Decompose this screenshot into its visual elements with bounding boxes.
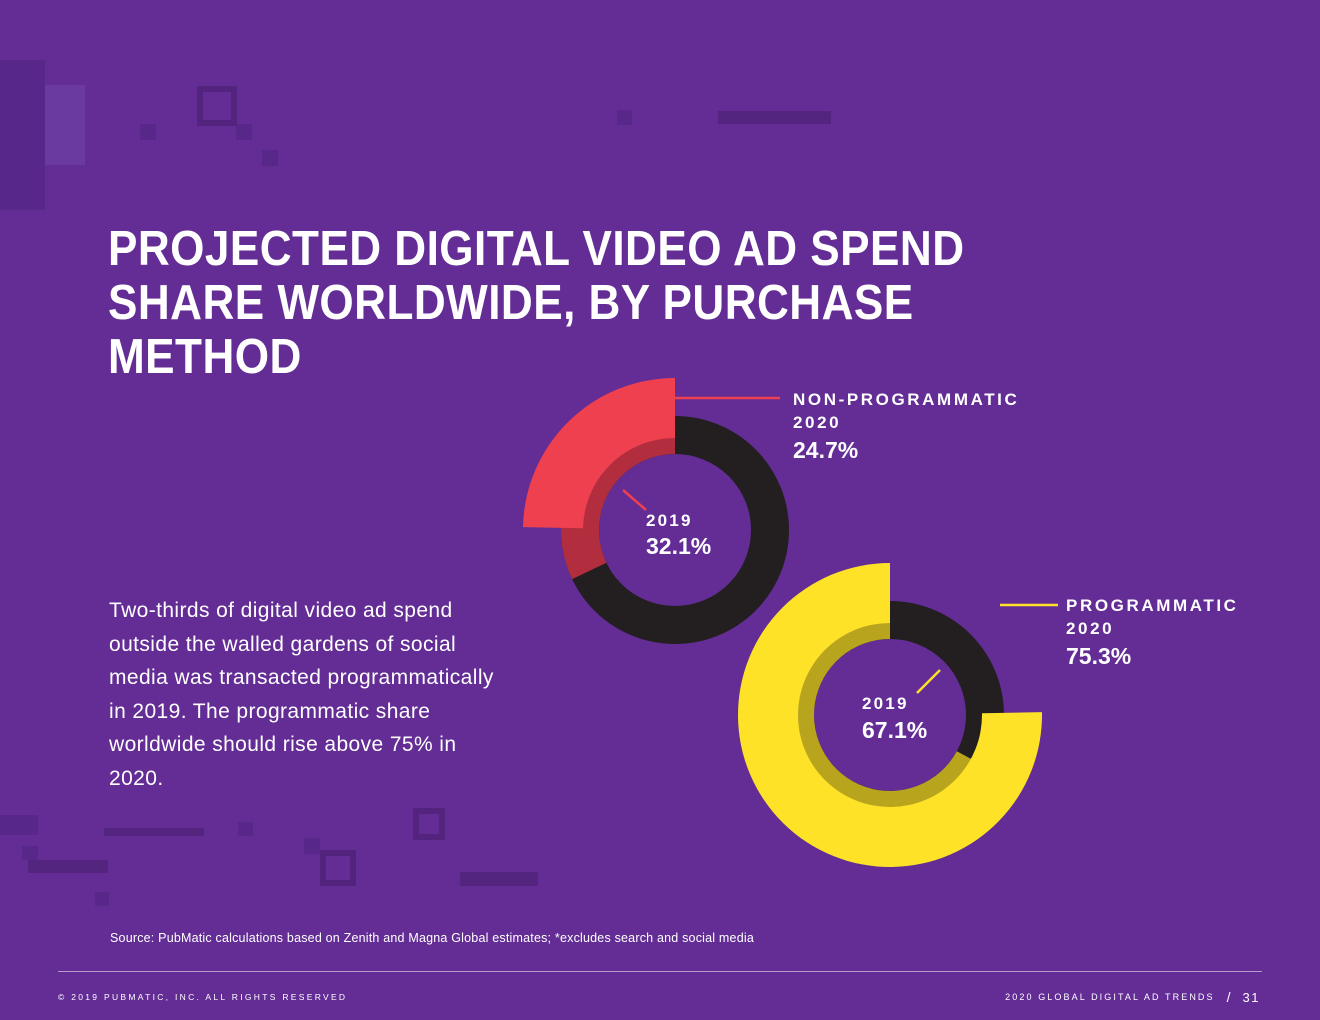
body-paragraph: Two-thirds of digital video ad spend out…	[109, 599, 494, 790]
decor-block	[140, 124, 156, 140]
page-title: PROJECTED DIGITAL VIDEO AD SPEND SHARE W…	[108, 222, 965, 384]
p-inner-leader	[916, 669, 941, 694]
p-inner-value: 67.1%	[862, 717, 927, 743]
decor-bar	[28, 860, 108, 873]
np-outer-label-2: 2020	[793, 413, 841, 432]
np-outer-value: 24.7%	[793, 437, 858, 463]
np-inner-year: 2019	[646, 511, 693, 530]
np-inner-value: 32.1%	[646, 533, 711, 559]
page-number: 31	[1242, 989, 1260, 1005]
decor-square	[320, 850, 356, 886]
p-inner-year: 2019	[862, 694, 909, 713]
decor-block	[22, 846, 38, 860]
footer-separator: /	[1226, 989, 1231, 1005]
decor-block	[0, 60, 45, 210]
decor-square	[197, 86, 237, 126]
p-2020-arc	[738, 563, 1042, 867]
decor-block	[262, 150, 278, 166]
p-outer-label-1: PROGRAMMATIC	[1066, 596, 1239, 615]
decor-square	[413, 808, 445, 840]
decor-block	[238, 822, 253, 836]
decor-block	[0, 815, 38, 835]
footer-divider	[58, 971, 1262, 972]
decor-block	[304, 838, 320, 854]
np-outer-label-1: NON-PROGRAMMATIC	[793, 390, 1019, 409]
np-inner-leader	[622, 489, 647, 511]
decor-bar	[104, 828, 204, 836]
np-2020-arc	[523, 378, 675, 529]
copyright: © 2019 PUBMATIC, INC. ALL RIGHTS RESERVE…	[58, 992, 348, 1002]
decor-block	[45, 85, 85, 165]
decor-block	[95, 892, 109, 906]
decor-bar	[460, 872, 538, 886]
footer-right: 2020 GLOBAL DIGITAL AD TRENDS / 31	[1005, 989, 1260, 1005]
p-outer-label-2: 2020	[1066, 619, 1114, 638]
source-note: Source: PubMatic calculations based on Z…	[110, 931, 754, 945]
p-2019-arc	[775, 601, 991, 830]
report-name: 2020 GLOBAL DIGITAL AD TRENDS	[1005, 992, 1215, 1002]
decor-bar	[718, 111, 831, 124]
decor-block	[236, 124, 252, 140]
p-outer-value: 75.3%	[1066, 643, 1131, 669]
decor-block	[617, 110, 632, 125]
